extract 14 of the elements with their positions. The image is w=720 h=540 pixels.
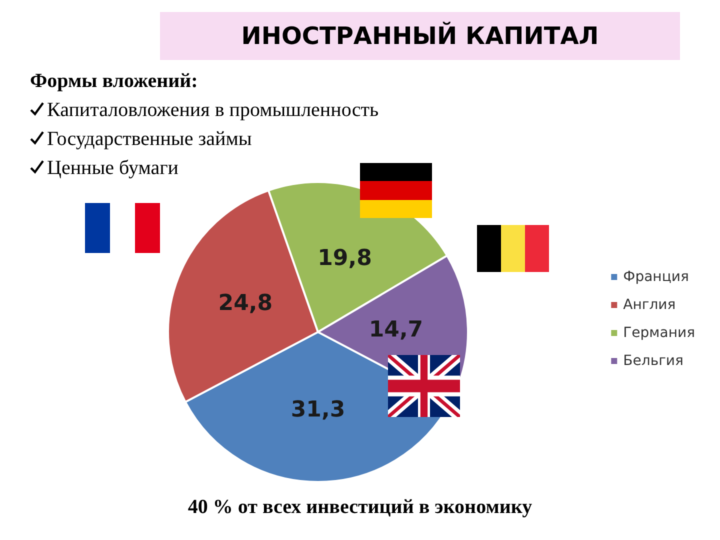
text: Государственные займы xyxy=(46,128,252,151)
legend-label: Франция xyxy=(623,269,689,285)
legend-label: Германия xyxy=(623,325,696,341)
data-label: 31,3 xyxy=(290,398,346,422)
text: Ценные бумаги xyxy=(46,157,178,180)
data-label: 24,8 xyxy=(218,290,273,316)
text: Формы вложений: xyxy=(30,70,198,93)
text: Капиталовложения в промышленность xyxy=(46,99,379,122)
chart-title: ИНОСТРАННЫЙ КАПИТАЛ xyxy=(160,12,680,60)
data-label: 19,8 xyxy=(318,246,372,272)
legend-label: Англия xyxy=(623,297,676,313)
data-label: 14,7 xyxy=(368,318,424,343)
text: 40 % от всех инвестиций в экономику xyxy=(186,496,534,519)
legend-label: Бельгия xyxy=(623,353,684,369)
